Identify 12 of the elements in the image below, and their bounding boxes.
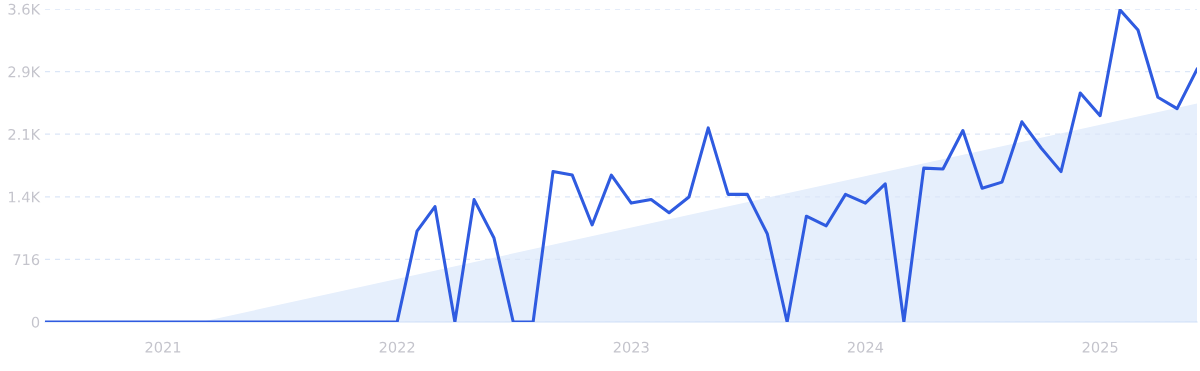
x-tick-label: 2021 (145, 341, 181, 353)
line-series (45, 9, 1197, 322)
y-tick-label: 2.9K (8, 66, 41, 78)
y-tick-label: 3.6K (8, 3, 41, 15)
y-tick-label: 2.1K (8, 128, 41, 140)
y-tick-label: 0 (31, 316, 40, 328)
x-tick-label: 2025 (1082, 341, 1118, 353)
y-tick-label: 1.4K (8, 191, 41, 203)
y-tick-label: 716 (13, 254, 40, 266)
x-tick-label: 2022 (379, 341, 415, 353)
x-tick-label: 2023 (613, 341, 649, 353)
x-tick-label: 2024 (847, 341, 884, 353)
